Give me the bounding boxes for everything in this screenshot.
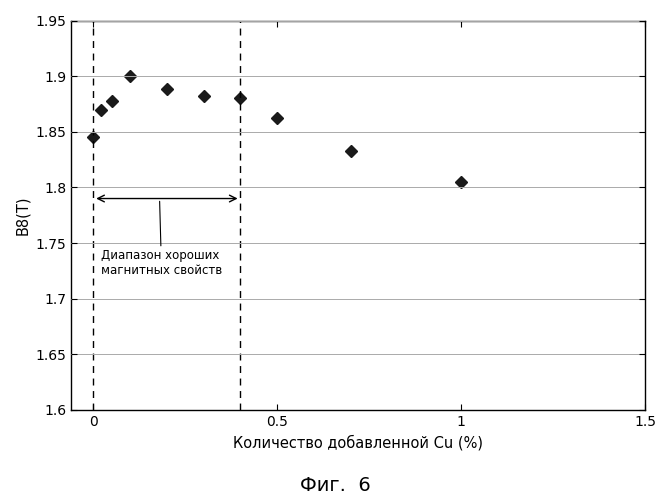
Text: Диапазон хороших
магнитных свойств: Диапазон хороших магнитных свойств [101,202,222,276]
X-axis label: Количество добавленной Cu (%): Количество добавленной Cu (%) [233,434,483,450]
Y-axis label: B8(Т): B8(Т) [15,196,30,235]
Text: Фиг.  6: Фиг. 6 [300,476,371,495]
